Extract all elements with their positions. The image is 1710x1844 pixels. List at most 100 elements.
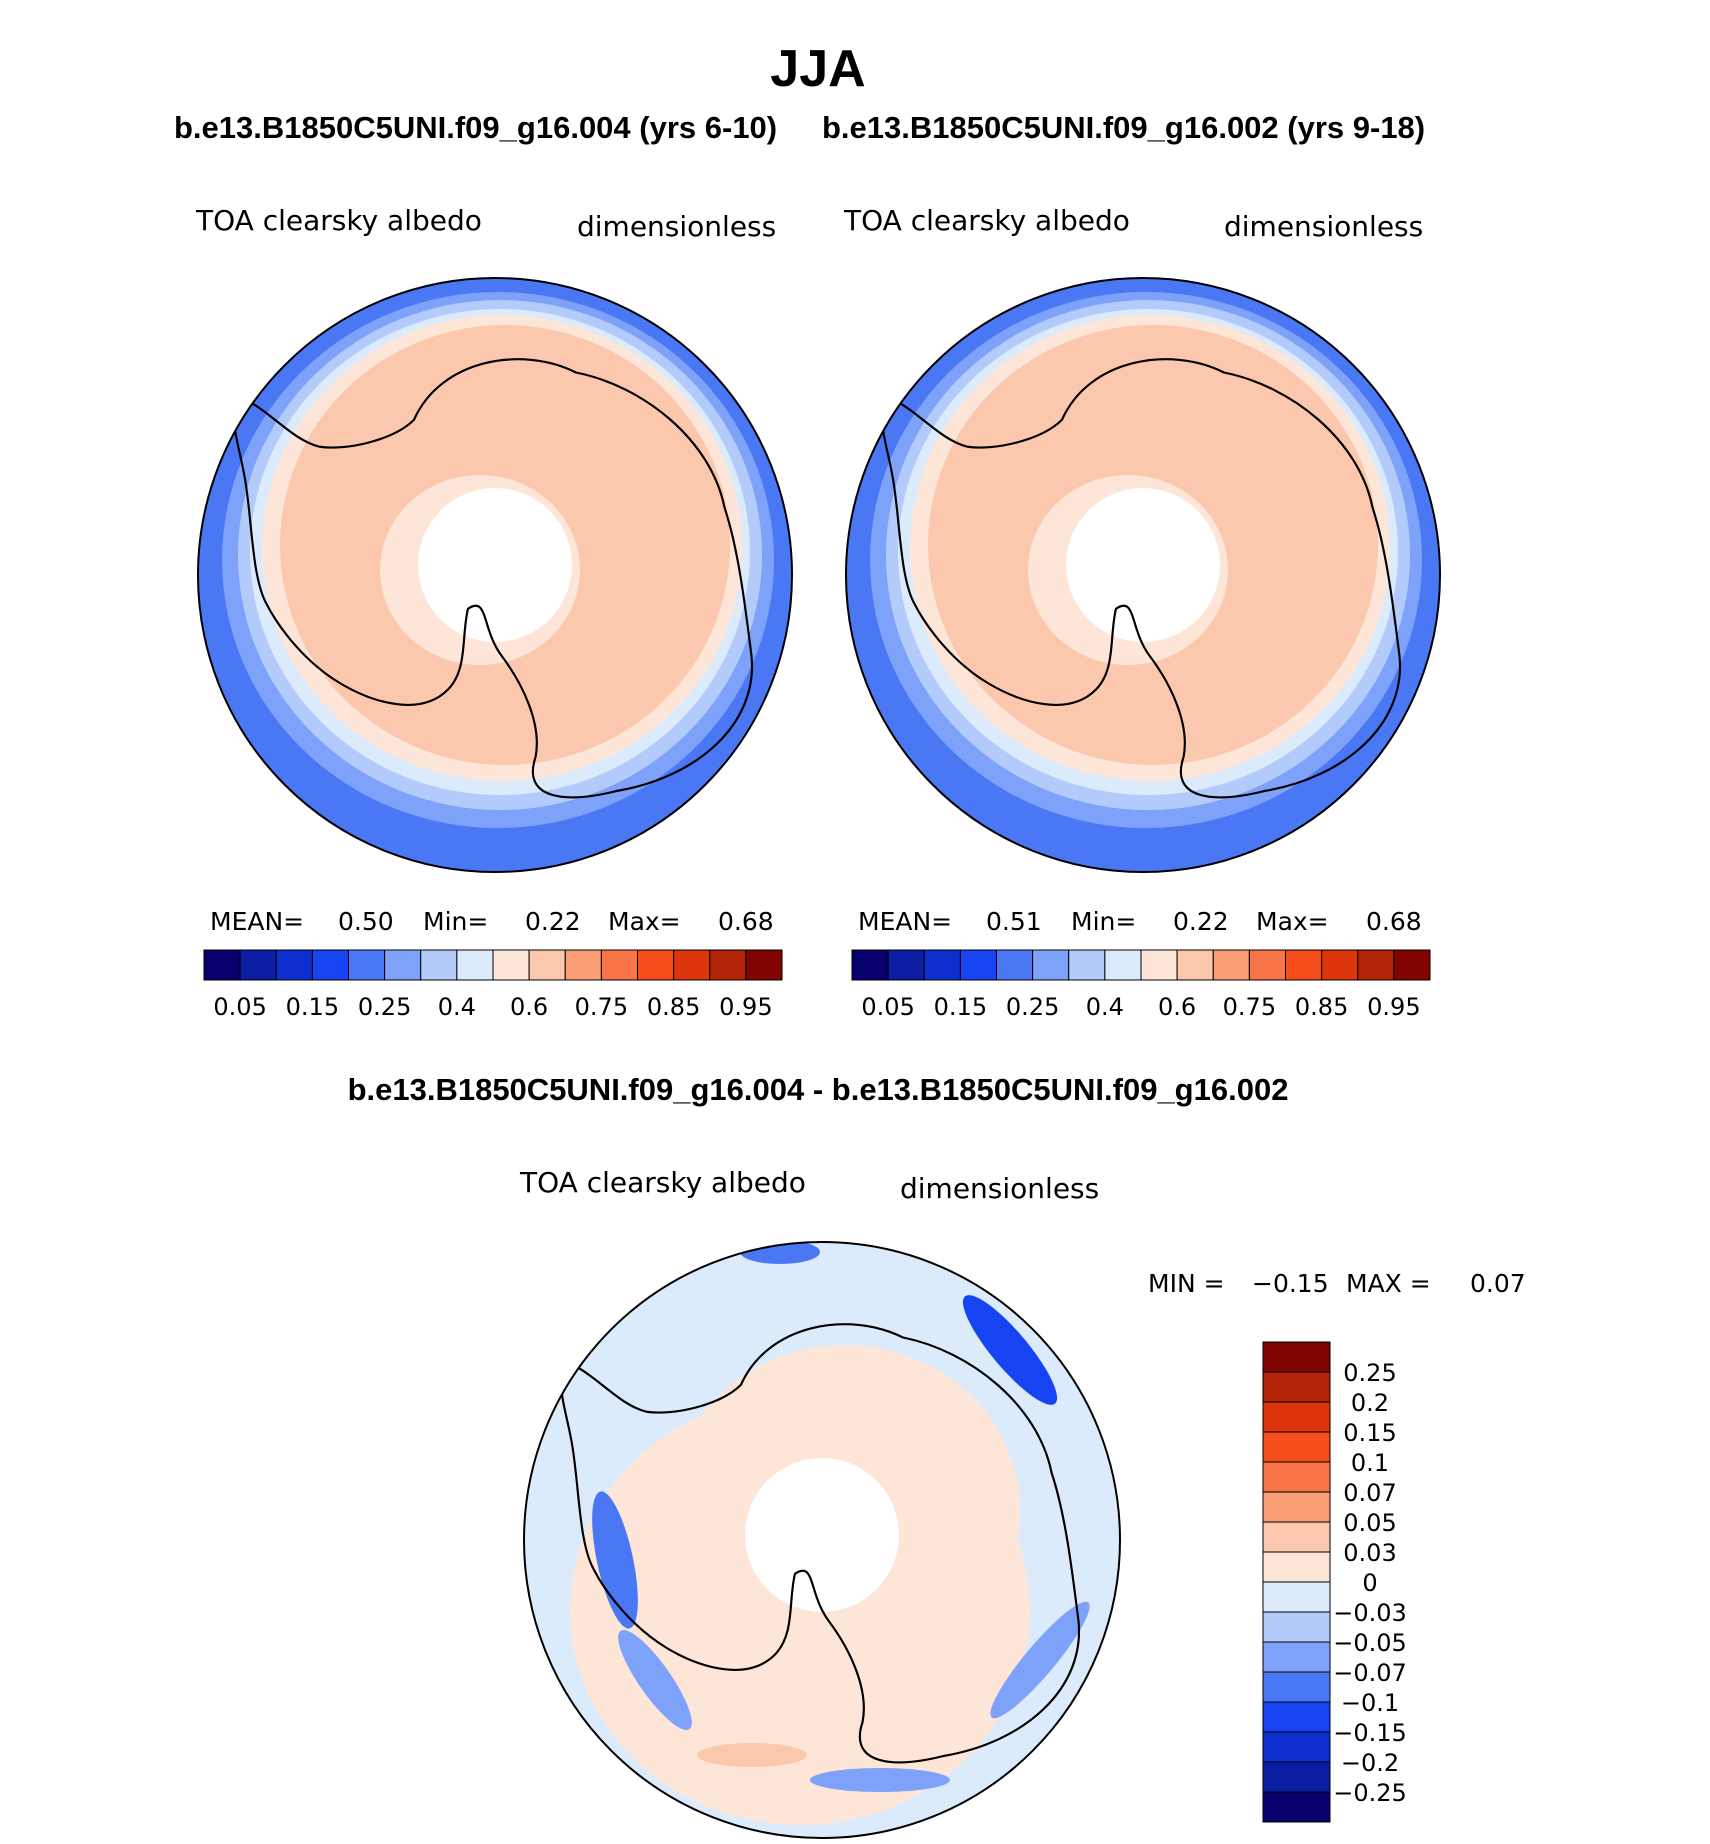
colorbar-swatch bbox=[1262, 1701, 1331, 1733]
colorbar-tick-label: 0.95 bbox=[1367, 993, 1420, 1021]
stat-mean-label: MEAN= bbox=[210, 907, 304, 936]
colorbar-swatch bbox=[1262, 1431, 1331, 1463]
map-diff-negative-streak bbox=[592, 1491, 638, 1629]
stat-max-label: Max= bbox=[608, 907, 681, 936]
colorbar-swatch bbox=[1262, 1461, 1331, 1493]
panel-diff: TOA clearsky albedo dimensionless MIN = … bbox=[519, 1166, 1526, 1839]
colorbar-swatch bbox=[1262, 1611, 1331, 1643]
map-diff-negative-streak bbox=[810, 1768, 950, 1792]
colorbar-tick-label: −0.05 bbox=[1333, 1629, 1407, 1657]
map-border bbox=[197, 277, 793, 873]
colorbar-swatch bbox=[311, 949, 349, 981]
colorbar-swatch bbox=[745, 949, 783, 981]
map-diff-negative-streak bbox=[618, 1630, 692, 1730]
figure-title: JJA bbox=[770, 40, 865, 98]
colorbar-tick-label: 0.15 bbox=[934, 993, 987, 1021]
map-polar-hole bbox=[418, 488, 572, 642]
colorbar-tick-label: 0.1 bbox=[1351, 1449, 1389, 1477]
colorbar-swatch bbox=[1262, 1581, 1331, 1613]
colorbar-tick-label: −0.15 bbox=[1333, 1719, 1407, 1747]
colorbar-tick-label: 0 bbox=[1362, 1569, 1377, 1597]
panel-b-colorbar: 0.05 0.15 0.25 0.4 0.6 0.75 0.85 0.95 bbox=[851, 949, 1431, 1021]
map-polar-hole bbox=[1066, 488, 1220, 642]
colorbar-tick-label: 0.05 bbox=[861, 993, 914, 1021]
map-border bbox=[845, 277, 1441, 873]
stat-max-label: Max= bbox=[1256, 907, 1329, 936]
colorbar-swatch bbox=[1262, 1791, 1331, 1823]
stat-min-value: 0.22 bbox=[525, 907, 581, 936]
colorbar-swatch bbox=[1140, 949, 1178, 981]
stat-min-value: 0.22 bbox=[1173, 907, 1229, 936]
colorbar-tick-label: 0.85 bbox=[647, 993, 700, 1021]
colorbar-swatch bbox=[1262, 1641, 1331, 1673]
panel-b-stats: MEAN= 0.51 Min= 0.22 Max= 0.68 bbox=[858, 907, 1422, 936]
colorbar-tick-label: 0.6 bbox=[510, 993, 548, 1021]
colorbar-swatch bbox=[637, 949, 675, 981]
colorbar-tick-label: −0.07 bbox=[1333, 1659, 1407, 1687]
colorbar-swatch bbox=[1321, 949, 1359, 981]
stat-min-value: −0.15 bbox=[1252, 1269, 1329, 1298]
panel-diff-variable-title: TOA clearsky albedo bbox=[519, 1166, 806, 1199]
colorbar-swatch bbox=[1262, 1521, 1331, 1553]
colorbar-tick-label: 0.05 bbox=[213, 993, 266, 1021]
colorbar-swatch bbox=[1262, 1401, 1331, 1433]
stat-min-label: Min= bbox=[1071, 907, 1136, 936]
colorbar-tick-label: 0.75 bbox=[575, 993, 628, 1021]
panel-a-stats: MEAN= 0.50 Min= 0.22 Max= 0.68 bbox=[210, 907, 774, 936]
colorbar-swatch bbox=[673, 949, 711, 981]
colorbar-swatch bbox=[1262, 1671, 1331, 1703]
panel-diff-units: dimensionless bbox=[900, 1172, 1099, 1205]
colorbar-tick-label: 0.75 bbox=[1223, 993, 1276, 1021]
panel-a-map bbox=[198, 278, 792, 872]
colorbar-tick-label: 0.4 bbox=[1086, 993, 1124, 1021]
colorbar-tick-label: 0.07 bbox=[1343, 1479, 1396, 1507]
colorbar-swatch bbox=[709, 949, 747, 981]
colorbar-swatch bbox=[1262, 1731, 1331, 1763]
panel-diff-stats: MIN = −0.15 MAX = 0.07 bbox=[1148, 1269, 1526, 1298]
colorbar-swatch bbox=[1104, 949, 1142, 981]
colorbar-swatch bbox=[275, 949, 313, 981]
panel-a-units: dimensionless bbox=[577, 210, 776, 243]
map-polar-hole bbox=[745, 1458, 899, 1612]
colorbar-swatch bbox=[456, 949, 494, 981]
panel-a-variable-title: TOA clearsky albedo bbox=[195, 204, 482, 237]
colorbar-tick-label: 0.25 bbox=[1006, 993, 1059, 1021]
stat-min-label: Min= bbox=[423, 907, 488, 936]
colorbar-swatch bbox=[492, 949, 530, 981]
colorbar-swatch bbox=[851, 949, 889, 981]
colorbar-swatch bbox=[996, 949, 1034, 981]
colorbar-swatch bbox=[1285, 949, 1323, 981]
colorbar-swatch bbox=[564, 949, 602, 981]
map-diff-negative-streak bbox=[990, 1601, 1090, 1719]
stat-mean-value: 0.50 bbox=[338, 907, 394, 936]
panel-diff-map bbox=[524, 1242, 1120, 1838]
colorbar-swatch bbox=[1262, 1761, 1331, 1793]
colorbar-tick-label: 0.6 bbox=[1158, 993, 1196, 1021]
colorbar-tick-label: 0.4 bbox=[438, 993, 476, 1021]
colorbar-tick-label: 0.2 bbox=[1351, 1389, 1389, 1417]
colorbar-swatch bbox=[1032, 949, 1070, 981]
stat-max-value: 0.68 bbox=[718, 907, 774, 936]
colorbar-swatch bbox=[1212, 949, 1250, 981]
colorbar-tick-label: 0.03 bbox=[1343, 1539, 1396, 1567]
panel-a: TOA clearsky albedo dimensionless MEAN= … bbox=[195, 204, 793, 1021]
stat-mean-label: MEAN= bbox=[858, 907, 952, 936]
colorbar-tick-label: −0.03 bbox=[1333, 1599, 1407, 1627]
colorbar-tick-label: 0.05 bbox=[1343, 1509, 1396, 1537]
colorbar-tick-label: −0.2 bbox=[1341, 1749, 1399, 1777]
colorbar-swatch bbox=[887, 949, 925, 981]
colorbar-swatch bbox=[1262, 1371, 1331, 1403]
panel-b-map bbox=[846, 278, 1440, 872]
colorbar-tick-label: −0.1 bbox=[1341, 1689, 1399, 1717]
colorbar-tick-label: 0.25 bbox=[358, 993, 411, 1021]
colorbar-swatch bbox=[1248, 949, 1286, 981]
colorbar-tick-label: 0.95 bbox=[719, 993, 772, 1021]
stat-max-label: MAX = bbox=[1346, 1269, 1431, 1298]
map-diff-negative-streak bbox=[740, 1242, 820, 1264]
colorbar-swatch bbox=[1176, 949, 1214, 981]
colorbar-swatch bbox=[203, 949, 241, 981]
colorbar-swatch bbox=[1262, 1341, 1331, 1373]
panel-b-variable-title: TOA clearsky albedo bbox=[843, 204, 1130, 237]
colorbar-swatch bbox=[1068, 949, 1106, 981]
